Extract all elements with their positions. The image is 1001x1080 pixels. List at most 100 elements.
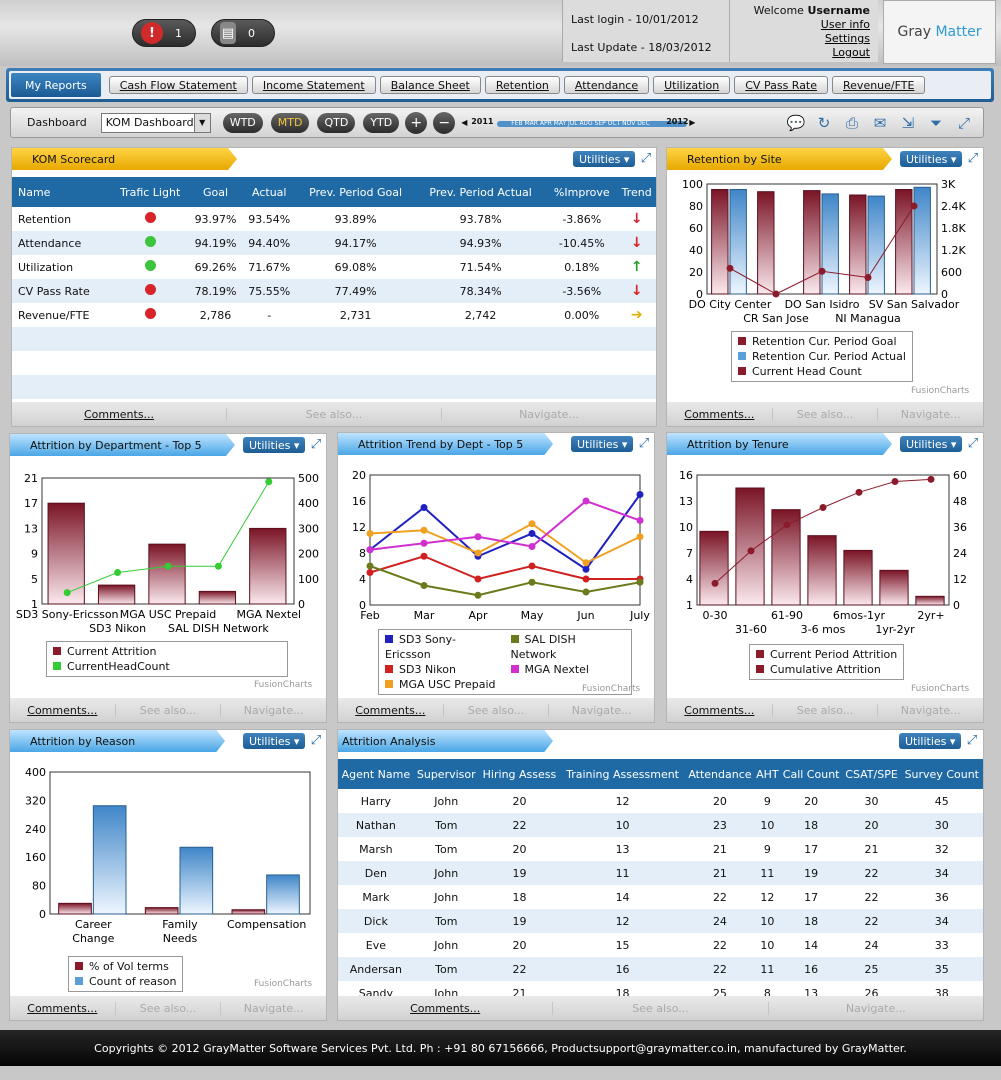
comments-link[interactable]: Comments... [27, 703, 98, 717]
data-point[interactable] [582, 559, 590, 567]
data-point[interactable] [528, 543, 536, 550]
expand-icon[interactable]: ⤢ [966, 733, 978, 748]
data-point[interactable] [214, 562, 222, 570]
navigate-link[interactable]: Navigate... [220, 1001, 326, 1015]
navigate-link[interactable]: Navigate... [441, 407, 656, 421]
navigate-link[interactable]: Navigate... [877, 703, 983, 717]
bar[interactable] [148, 543, 186, 605]
bar[interactable] [879, 569, 909, 606]
period-mtd-button[interactable]: MTD [270, 112, 310, 133]
expand-icon[interactable]: ⤢ [967, 436, 979, 451]
data-point[interactable] [891, 478, 899, 485]
data-point[interactable] [582, 588, 590, 596]
nav-tab-cv-pass-rate[interactable]: CV Pass Rate [734, 76, 829, 94]
column-header[interactable]: Survey Count [900, 759, 983, 789]
see-also-link[interactable]: See also... [442, 703, 549, 717]
utilities-button[interactable]: Utilities ▾ [899, 733, 962, 749]
bar[interactable] [198, 590, 237, 605]
see-also-link[interactable]: See also... [226, 407, 441, 421]
nav-tab-utilization[interactable]: Utilization [653, 76, 731, 94]
data-point[interactable] [582, 497, 590, 505]
bar[interactable] [97, 584, 136, 605]
analysis-table-scroll[interactable]: Agent Name Supervisor Hiring Assess Trainin… [338, 759, 983, 997]
expand-icon[interactable]: ⤢ [638, 436, 650, 451]
bar[interactable] [843, 549, 873, 606]
utilities-button[interactable]: Utilities ▾ [571, 436, 634, 452]
data-point[interactable] [420, 582, 428, 589]
table-row[interactable]: Den John 19 11 21 11 19 22 34 [338, 861, 983, 885]
nav-tab-cash-flow-statement[interactable]: Cash Flow Statement [108, 76, 248, 94]
data-point[interactable] [636, 578, 644, 586]
nav-tab-retention[interactable]: Retention [484, 76, 560, 94]
timeline-right-arrow[interactable]: ▶ [689, 117, 696, 127]
bar[interactable] [144, 907, 179, 915]
data-point[interactable] [420, 552, 428, 560]
data-point[interactable] [927, 475, 935, 483]
see-also-link[interactable]: See also... [771, 703, 878, 717]
see-also-link[interactable]: See also... [114, 1001, 221, 1015]
data-point[interactable] [265, 478, 273, 486]
data-point[interactable] [420, 526, 428, 534]
comments-link[interactable]: Comments... [684, 407, 755, 421]
bar[interactable] [915, 595, 945, 606]
refresh-icon[interactable]: ↻ [817, 113, 831, 132]
navigate-link[interactable]: Navigate... [220, 703, 326, 717]
alerts-pill[interactable]: ! 1 [132, 19, 196, 47]
period-ytd-button[interactable]: YTD [363, 112, 400, 133]
column-header[interactable]: Trend [617, 177, 656, 207]
data-point[interactable] [711, 579, 719, 587]
bar[interactable] [729, 189, 747, 295]
expand-icon[interactable]: ⤢ [310, 437, 322, 452]
column-header[interactable]: Name [12, 177, 112, 207]
data-point[interactable] [783, 521, 791, 529]
data-point[interactable] [420, 539, 428, 547]
data-point[interactable] [366, 546, 374, 554]
settings-link[interactable]: Settings [824, 32, 870, 45]
data-point[interactable] [420, 504, 428, 511]
navigate-link[interactable]: Navigate... [548, 703, 654, 717]
navigate-link[interactable]: Navigate... [767, 1001, 983, 1015]
column-header[interactable]: Hiring Assess [478, 759, 561, 789]
column-header[interactable]: Prev. Period Goal [296, 177, 416, 207]
timeline-left-arrow[interactable]: ◀ [461, 117, 468, 127]
column-header[interactable]: CSAT/SPE [842, 759, 901, 789]
data-point[interactable] [63, 589, 71, 597]
bar[interactable] [231, 909, 266, 915]
bar[interactable] [266, 874, 300, 915]
notifications-pill[interactable]: ▤ 0 [211, 19, 275, 47]
bar[interactable] [913, 186, 931, 295]
expand-icon[interactable]: ⤢ [640, 151, 652, 166]
see-also-link[interactable]: See also... [771, 407, 878, 421]
dashboard-select[interactable]: KOM Dashboard ▼ [100, 112, 211, 133]
data-point[interactable] [528, 562, 536, 570]
bar[interactable] [249, 527, 287, 605]
bar[interactable] [699, 530, 729, 606]
nav-tab-income-statement[interactable]: Income Statement [251, 76, 376, 94]
user-info-link[interactable]: User info [820, 18, 870, 31]
column-header[interactable]: Attendance [684, 759, 755, 789]
export-icon[interactable]: ⇲ [901, 113, 915, 132]
comments-link[interactable]: Comments... [27, 1001, 98, 1015]
comments-link[interactable]: Comments... [83, 407, 155, 421]
nav-tab-revenue-fte[interactable]: Revenue/FTE [832, 76, 926, 94]
data-point[interactable] [114, 569, 122, 576]
column-header[interactable]: AHT [754, 759, 780, 789]
comments-link[interactable]: Comments... [410, 1001, 481, 1015]
expand-all-icon[interactable]: ⤢ [957, 113, 970, 132]
bar[interactable] [807, 535, 837, 606]
chat-icon[interactable]: 💬 [786, 113, 806, 132]
data-point[interactable] [636, 491, 644, 498]
period-wtd-button[interactable]: WTD [222, 112, 263, 133]
column-header[interactable]: Supervisor [413, 759, 479, 789]
data-point[interactable] [366, 569, 374, 576]
table-row[interactable]: Harry John 20 12 20 9 20 30 45 [338, 789, 983, 813]
data-point[interactable] [747, 547, 755, 555]
data-point[interactable] [582, 565, 590, 573]
table-row[interactable]: Andersan Tom 22 16 22 11 16 25 35 [338, 957, 983, 981]
data-point[interactable] [528, 530, 536, 537]
print-icon[interactable]: ⎙ [845, 113, 858, 132]
table-row[interactable]: Sandy John 21 18 25 8 13 26 38 [338, 981, 983, 998]
table-row[interactable]: Retention 93.97% 93.54% 93.89% 93.78% -3.86% ↓ [12, 207, 656, 231]
nav-tab-attendance[interactable]: Attendance [563, 76, 650, 94]
period-qtd-button[interactable]: QTD [317, 112, 356, 133]
